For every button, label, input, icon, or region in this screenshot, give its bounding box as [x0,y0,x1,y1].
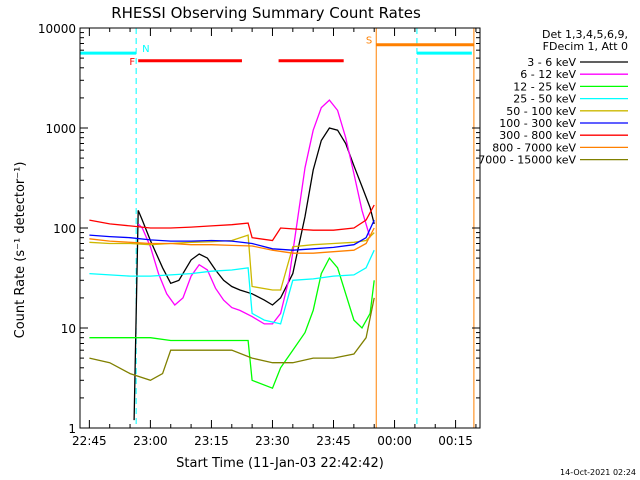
y-tick-label: 10 [61,322,76,336]
series-line-2 [89,256,375,390]
series-line-0 [133,127,375,421]
series-line-6 [89,204,375,242]
legend-header: Det 1,3,4,5,6,9, [542,28,628,41]
legend-label: 100 - 300 keV [499,117,576,130]
legend-label: 3 - 6 keV [527,56,576,69]
x-axis-label: Start Time (11-Jan-03 22:42:42) [176,456,384,471]
series-line-7 [89,227,375,254]
series-line-8 [89,297,375,382]
legend-label: 7000 - 15000 keV [478,154,576,167]
legend: Det 1,3,4,5,6,9,FDecim 1, Att 0 3 - 6 keV… [478,28,628,167]
chart-title: RHESSI Observing Summary Count Rates [111,4,421,22]
y-axis-label: Count Rate (s⁻¹ detector⁻¹) [13,162,28,339]
x-tick-label: 23:15 [194,434,229,448]
legend-header: FDecim 1, Att 0 [543,40,628,53]
x-tick-label: 00:00 [377,434,412,448]
series-line-5 [89,219,375,251]
flag-label-f: F [129,57,135,68]
y-tick-label: 10000 [38,22,76,36]
y-tick-label: 100 [53,222,76,236]
x-tick-label: 00:15 [438,434,473,448]
x-tick-label: 23:30 [255,434,290,448]
axes: 22:45 23:00 23:15 23:30 23:45 00:00 00:15 1 10 10… [38,22,481,448]
legend-label: 12 - 25 keV [513,80,576,93]
plot-area: NF S [80,28,475,428]
legend-label: 6 - 12 keV [520,68,576,81]
series-line-3 [89,249,375,325]
flag-label-n: N [142,44,149,55]
x-tick-label: 23:00 [133,434,168,448]
footer-timestamp: 14-Oct-2021 02:24 [560,468,636,477]
legend-label: 25 - 50 keV [513,93,576,106]
x-tick-label: 23:45 [316,434,351,448]
legend-label: 800 - 7000 keV [492,141,576,154]
series-line-1 [137,99,371,325]
legend-label: 50 - 100 keV [506,105,576,118]
y-tick-label: 1 [68,422,76,436]
legend-label: 300 - 800 keV [499,129,576,142]
series-line-4 [89,232,375,291]
flag-label-s: S [366,36,372,47]
x-tick-label: 22:45 [72,434,107,448]
y-tick-label: 1000 [45,122,76,136]
